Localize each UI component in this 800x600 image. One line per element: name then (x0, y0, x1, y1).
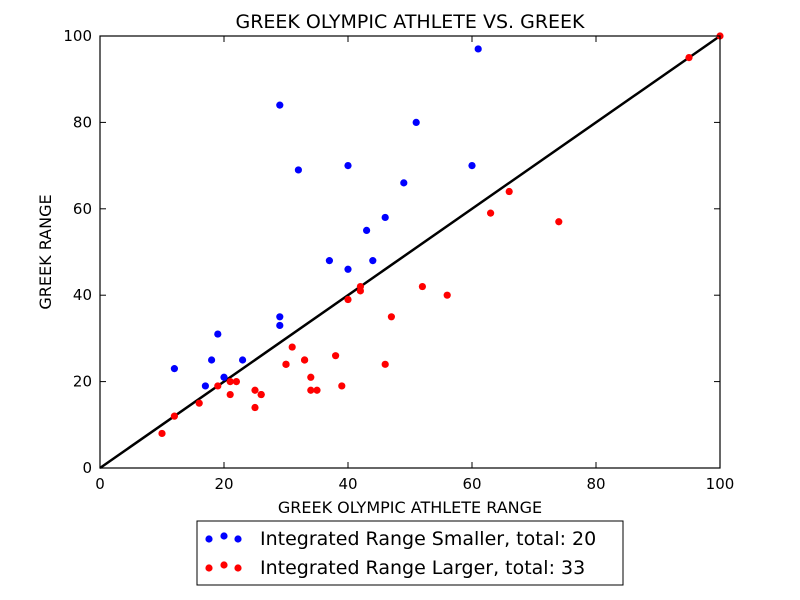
data-point (195, 399, 203, 407)
data-point (363, 226, 371, 234)
data-point (257, 390, 265, 399)
y-tick-label: 100 (63, 27, 92, 45)
x-tick-label: 40 (338, 475, 357, 493)
data-point (474, 45, 482, 53)
reference-line (99, 34, 721, 470)
plot-frame (99, 35, 721, 469)
legend-label: Integrated Range Larger, total: 33 (260, 557, 585, 579)
y-tick-label: 20 (73, 373, 92, 391)
data-point (251, 403, 259, 412)
data-point (344, 265, 352, 273)
y-tick-label: 0 (82, 459, 92, 477)
data-point (214, 330, 222, 338)
axis-ticks: 0 20 40 60 80 100 0 20 40 60 80 100 (63, 27, 734, 493)
data-point (232, 378, 240, 386)
data-point (239, 356, 247, 364)
legend: Integrated Range Smaller, total: 20 Integ… (196, 520, 624, 586)
legend-item: Integrated Range Smaller, total: 20 (205, 528, 596, 550)
data-point (220, 373, 228, 381)
y-axis-label: GREEK RANGE (36, 194, 55, 309)
data-point (387, 313, 395, 321)
x-tick-label: 100 (706, 475, 735, 493)
data-point (332, 352, 340, 360)
data-point (301, 356, 309, 364)
y-tick-label: 60 (73, 200, 92, 218)
legend-marker (205, 564, 213, 572)
data-point (170, 412, 178, 420)
data-point (251, 386, 259, 394)
x-tick-label: 20 (214, 475, 233, 493)
data-point (412, 118, 420, 126)
series-2 (158, 32, 724, 438)
data-point (276, 313, 284, 321)
data-point (226, 390, 234, 399)
x-tick-label: 0 (95, 475, 105, 493)
y-tick-label: 40 (73, 286, 92, 304)
data-point (505, 187, 513, 196)
data-point (294, 166, 302, 174)
legend-box (196, 520, 624, 586)
data-point (208, 356, 216, 364)
data-point (685, 54, 693, 62)
data-point (325, 257, 333, 265)
series-1 (170, 45, 482, 390)
data-point (400, 179, 408, 187)
data-point (214, 382, 222, 390)
x-axis-label: GREEK OLYMPIC ATHLETE RANGE (278, 498, 542, 517)
x-tick-label: 80 (586, 475, 605, 493)
data-point (344, 295, 352, 304)
legend-marker (205, 535, 213, 543)
data-point (418, 282, 426, 291)
data-point (307, 386, 315, 394)
data-point (369, 257, 377, 265)
legend-label: Integrated Range Smaller, total: 20 (260, 528, 596, 550)
data-point (201, 382, 209, 390)
legend-item: Integrated Range Larger, total: 33 (205, 557, 585, 579)
data-point (381, 213, 389, 222)
data-point (356, 287, 364, 295)
data-point (487, 209, 495, 217)
data-point (338, 382, 346, 390)
data-point (158, 429, 166, 438)
chart-title: GREEK OLYMPIC ATHLETE VS. GREEK (235, 11, 585, 33)
legend-marker (220, 532, 228, 540)
legend-marker (234, 564, 242, 572)
data-point (344, 162, 352, 170)
data-point (282, 360, 290, 368)
data-point (288, 343, 296, 351)
data-point (555, 218, 563, 226)
legend-marker (220, 561, 228, 569)
data-point (170, 365, 178, 373)
data-point (276, 101, 284, 109)
x-tick-label: 60 (462, 475, 481, 493)
data-point (276, 321, 284, 330)
data-point (443, 291, 451, 299)
plot-area (99, 32, 724, 470)
legend-marker (234, 535, 242, 543)
data-point (381, 360, 389, 368)
data-point (468, 162, 476, 170)
y-tick-label: 80 (73, 113, 92, 131)
data-point (313, 386, 321, 394)
data-point (307, 373, 315, 381)
data-point (226, 378, 234, 386)
